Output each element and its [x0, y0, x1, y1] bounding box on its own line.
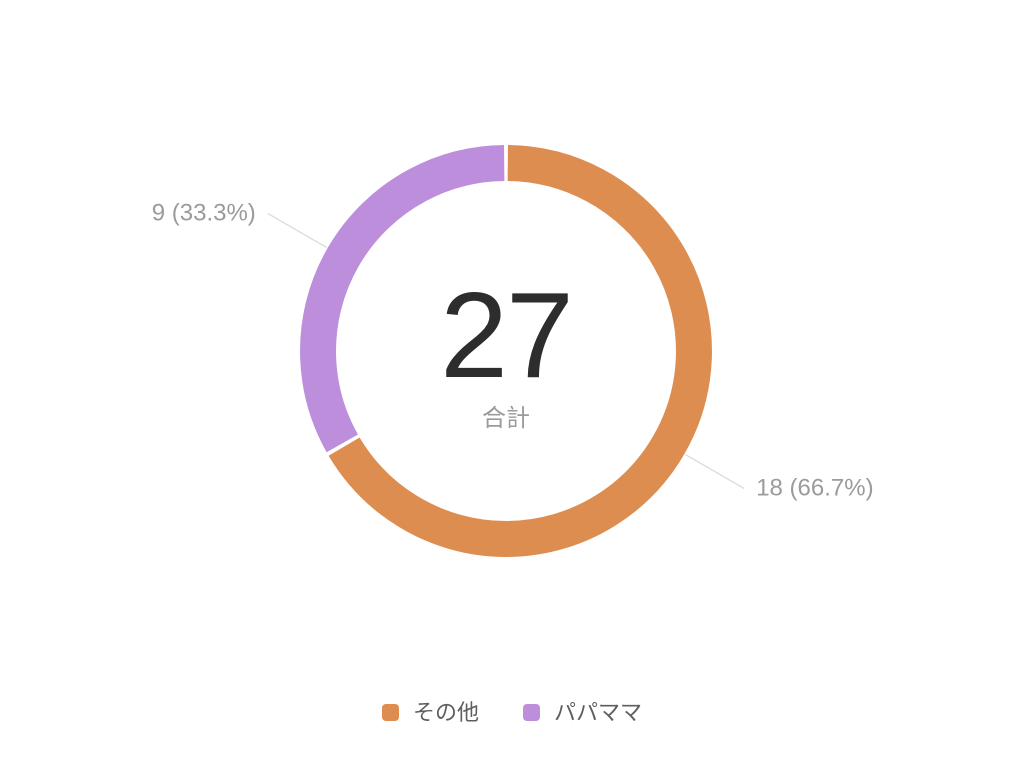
legend-marker-sonota-icon — [381, 704, 399, 722]
center-total-value: 27 — [440, 267, 574, 403]
legend-item-papamama[interactable]: パパママ — [523, 700, 642, 726]
callout-label-sonota: 18 (66.7%) — [756, 474, 874, 502]
legend-marker-papamama-icon — [523, 704, 540, 722]
center-total-label: 合計 — [482, 405, 530, 432]
leader-line-sonota — [684, 453, 745, 490]
callout-label-papamama: 9 (33.3%) — [151, 199, 256, 227]
legend-label-sonota: その他 — [412, 699, 479, 725]
legend-label-papamama: パパママ — [554, 699, 643, 725]
legend-item-sonota[interactable]: その他 — [381, 699, 479, 726]
legend: その他 パパママ — [0, 695, 1024, 731]
leader-line-papamama — [267, 212, 328, 249]
donut-segment-sonota[interactable] — [328, 145, 712, 557]
donut-segment-papamama[interactable] — [300, 145, 505, 453]
